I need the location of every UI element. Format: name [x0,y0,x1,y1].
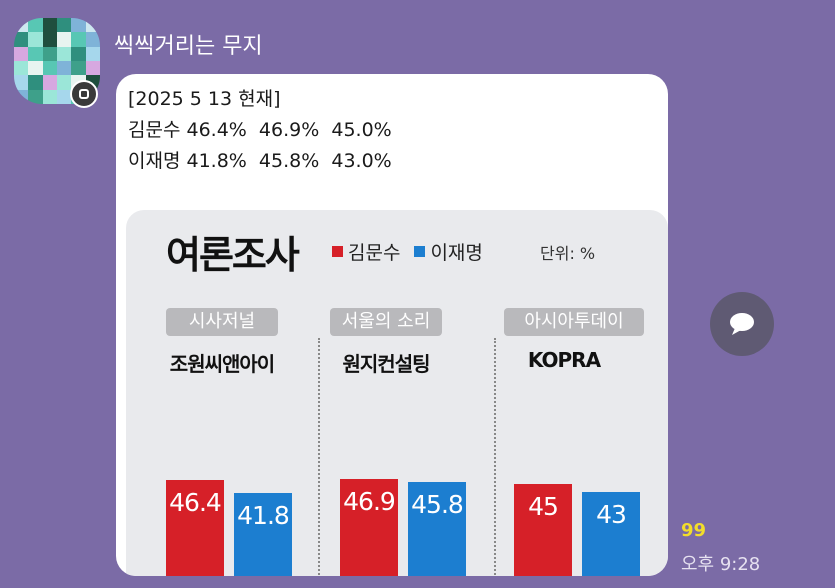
avatar-pixel [85,46,100,61]
avatar-pixel [71,18,86,33]
legend: 김문수 이재명 [332,238,483,265]
avatar-pixel [56,46,72,61]
avatar-pixel [14,32,29,47]
avatar-pixel [28,32,43,47]
bar-kim: 46.9 [340,479,398,576]
avatar-pixel [85,60,100,76]
outlet-label: 서울의 소리 [330,308,442,336]
legend-swatch-blue [414,246,426,257]
avatar-pixel [28,89,43,104]
message-time: 오후 9:28 [681,554,761,575]
avatar-pixel [56,18,72,33]
sender-name[interactable]: 씩씩거리는 무지 [114,34,263,59]
avatar-pixel [56,75,72,90]
image-title: 여론조사 [166,233,300,277]
unit-label: 단위: % [540,244,596,263]
avatar-pixel [42,60,57,76]
avatar-pixel [71,46,86,61]
avatar-pixel [42,75,57,90]
legend-label: 이재명 [430,242,483,264]
bar-lee: 41.8 [234,493,292,576]
bar-kim: 46.4 [166,480,224,576]
avatar-pixel [14,46,29,61]
share-button[interactable] [710,292,774,356]
avatar-pixel [14,18,29,33]
outlet-label: 아시아투데이 [504,308,644,336]
legend-item: 이재명 [414,238,483,265]
avatar-pixel [14,75,29,90]
profile-badge-icon [70,80,98,108]
message-line: 김문수 46.4% 46.9% 45.0% [128,119,392,141]
bar-lee: 43 [582,492,640,576]
avatar-pixel [85,18,100,33]
legend-item: 김문수 [332,238,400,265]
avatar-pixel [28,75,43,90]
avatar-pixel [42,46,57,61]
agency-label: KOPRA [527,348,601,372]
message-line: 이재명 41.8% 45.8% 43.0% [128,150,392,172]
avatar-pixel [71,32,86,47]
poll-group: 시사저널 조원씨앤아이 46.4 41.8 [166,210,316,576]
avatar-pixel [85,32,100,47]
poll-group: 서울의 소리 원지컨설팅 46.9 45.8 [330,210,480,576]
avatar-pixel [28,46,43,61]
avatar-pixel [42,89,57,104]
avatar-pixel [14,89,29,104]
bar-lee: 45.8 [408,482,466,576]
avatar-pixel [28,18,43,33]
avatar-pixel [56,89,72,104]
legend-label: 김문수 [348,242,401,264]
share-chat-bubble-icon [730,313,754,335]
bar-kim: 45 [514,484,572,576]
avatar-pixel [42,32,57,47]
poll-group: 아시아투데이 KOPRA 45 43 [504,210,658,576]
message-text: [2025 5 13 현재] 김문수 46.4% 46.9% 45.0% 이재명… [128,84,392,177]
divider [494,338,496,576]
message-line: [2025 5 13 현재] [128,88,281,110]
poll-image[interactable]: 여론조사 김문수 이재명 단위: % 시사저널 조원씨앤아이 46.4 41.8… [126,210,668,576]
message-bubble[interactable]: [2025 5 13 현재] 김문수 46.4% 46.9% 45.0% 이재명… [116,74,668,576]
agency-label: 원지컨설팅 [342,352,431,376]
outlet-label: 시사저널 [166,308,278,336]
avatar-pixel [71,60,86,76]
read-count: 99 [681,520,707,541]
divider [318,338,320,576]
avatar-pixel [56,60,72,76]
avatar-pixel [42,18,57,33]
agency-label: 조원씨앤아이 [169,352,275,376]
avatar-pixel [56,32,72,47]
avatar-pixel [28,60,43,76]
avatar-pixel [14,60,29,76]
legend-swatch-red [332,246,343,257]
